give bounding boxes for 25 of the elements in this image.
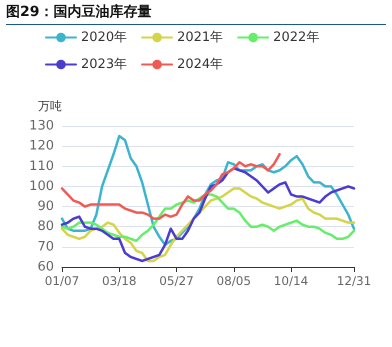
- y-tick-label: 90: [37, 199, 54, 214]
- x-tick-label: 12/31: [336, 274, 372, 288]
- x-tick-label: 05/27: [159, 274, 194, 288]
- line-series: [60, 152, 281, 220]
- legend-label: 2023年: [81, 57, 128, 72]
- line-series: [60, 167, 356, 262]
- legend-label: 2020年: [81, 30, 128, 45]
- y-tick-label: 80: [37, 219, 54, 234]
- legend-label: 2024年: [177, 57, 224, 72]
- legend-label: 2022年: [273, 30, 320, 45]
- legend-label: 2021年: [177, 30, 224, 45]
- y-tick-label: 70: [37, 239, 54, 254]
- x-tick-label: 01/07: [44, 274, 80, 288]
- y-tick-label: 130: [29, 118, 54, 134]
- y-tick-label: 100: [29, 178, 54, 194]
- y-tick-label: 120: [29, 138, 54, 154]
- y-tick-label: 110: [29, 158, 54, 174]
- chart-title: 图29：国内豆油库存量: [6, 3, 386, 25]
- x-tick-label: 03/18: [102, 274, 137, 288]
- line-series: [60, 187, 356, 262]
- line-series: [60, 193, 356, 242]
- y-tick-label: 60: [37, 260, 54, 274]
- y-axis-title: 万吨: [38, 99, 62, 113]
- x-tick-label: 10/14: [274, 274, 308, 288]
- x-tick-label: 08/05: [216, 274, 252, 288]
